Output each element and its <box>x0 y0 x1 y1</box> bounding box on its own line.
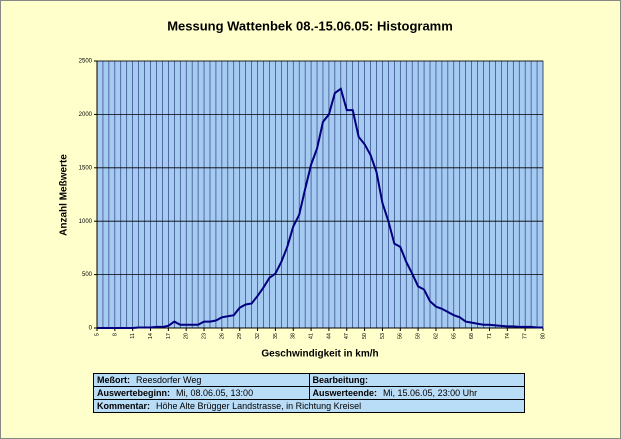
table-row: Meßort: Reesdorfer Weg Bearbeitung: <box>94 374 524 387</box>
table-row: Kommentar: Höhe Alte Brügger Landstrasse,… <box>94 400 524 412</box>
x-tick-label: 65 <box>451 333 457 339</box>
table-cell: Auswertebeginn: Mi, 08.06.05, 13:00 <box>94 387 309 399</box>
x-tick-label: 29 <box>237 333 243 339</box>
x-tick-label: 32 <box>255 333 261 339</box>
cell-value: Mi, 08.06.05, 13:00 <box>176 388 254 398</box>
chart-title: Messung Wattenbek 08.-15.06.05: Histogra… <box>167 18 453 33</box>
x-tick-label: 77 <box>523 333 529 339</box>
x-tick-label: 35 <box>273 333 279 339</box>
table-cell: Meßort: Reesdorfer Weg <box>94 374 309 386</box>
plot-area <box>96 60 544 329</box>
x-tick-label: 47 <box>344 333 350 339</box>
x-tick-label: 14 <box>148 333 154 339</box>
y-axis-title: Anzahl Meßwerte <box>59 154 70 236</box>
cell-label: Auswertebeginn: <box>97 388 171 398</box>
x-tick-label: 11 <box>130 333 136 339</box>
y-tick-label: 500 <box>82 272 93 278</box>
x-tick-label: 23 <box>201 333 207 339</box>
cell-label: Kommentar: <box>97 401 151 411</box>
y-tick-label: 1000 <box>79 219 93 225</box>
x-tick-label: 41 <box>309 333 315 339</box>
x-tick-label: 56 <box>398 333 404 339</box>
x-tick-label: 5 <box>94 333 100 336</box>
data-line <box>97 87 543 329</box>
cell-value: Höhe Alte Brügger Landstrasse, in Richtu… <box>156 401 362 411</box>
table-row: Auswertebeginn: Mi, 08.06.05, 13:00 Auswer… <box>94 387 524 400</box>
cell-label: Meßort: <box>97 375 130 385</box>
cell-value: Mi, 15.06.05, 23:00 Uhr <box>383 388 478 398</box>
y-tick-label: 0 <box>89 326 93 332</box>
cell-label: Auswerteende: <box>312 388 378 398</box>
table-cell: Bearbeitung: <box>308 374 525 386</box>
table-cell: Auswerteende: Mi, 15.06.05, 23:00 Uhr <box>308 387 525 399</box>
x-tick-label: 8 <box>112 333 118 336</box>
x-tick-label: 74 <box>505 333 511 339</box>
y-tick-label: 2000 <box>79 112 93 118</box>
cell-label: Bearbeitung: <box>312 375 369 385</box>
y-tick-label: 1500 <box>79 165 93 171</box>
y-tick-label: 2500 <box>79 59 93 65</box>
x-tick-label: 68 <box>469 333 475 339</box>
x-tick-label: 53 <box>380 333 386 339</box>
info-table: Meßort: Reesdorfer Weg Bearbeitung: Auswert… <box>93 373 525 413</box>
x-tick-label: 80 <box>540 333 546 339</box>
x-tick-label: 59 <box>416 333 422 339</box>
x-tick-label: 26 <box>219 333 225 339</box>
x-tick-label: 50 <box>362 333 368 339</box>
x-axis-title: Geschwindigkeit in km/h <box>261 349 378 360</box>
x-tick-label: 71 <box>487 333 493 339</box>
x-tick-label: 20 <box>184 333 190 339</box>
x-tick-label: 17 <box>166 333 172 339</box>
cell-value: Reesdorfer Weg <box>136 375 202 385</box>
x-tick-label: 44 <box>326 333 332 339</box>
x-tick-label: 38 <box>291 333 297 339</box>
table-cell: Kommentar: Höhe Alte Brügger Landstrasse,… <box>94 400 524 412</box>
x-tick-label: 62 <box>433 333 439 339</box>
